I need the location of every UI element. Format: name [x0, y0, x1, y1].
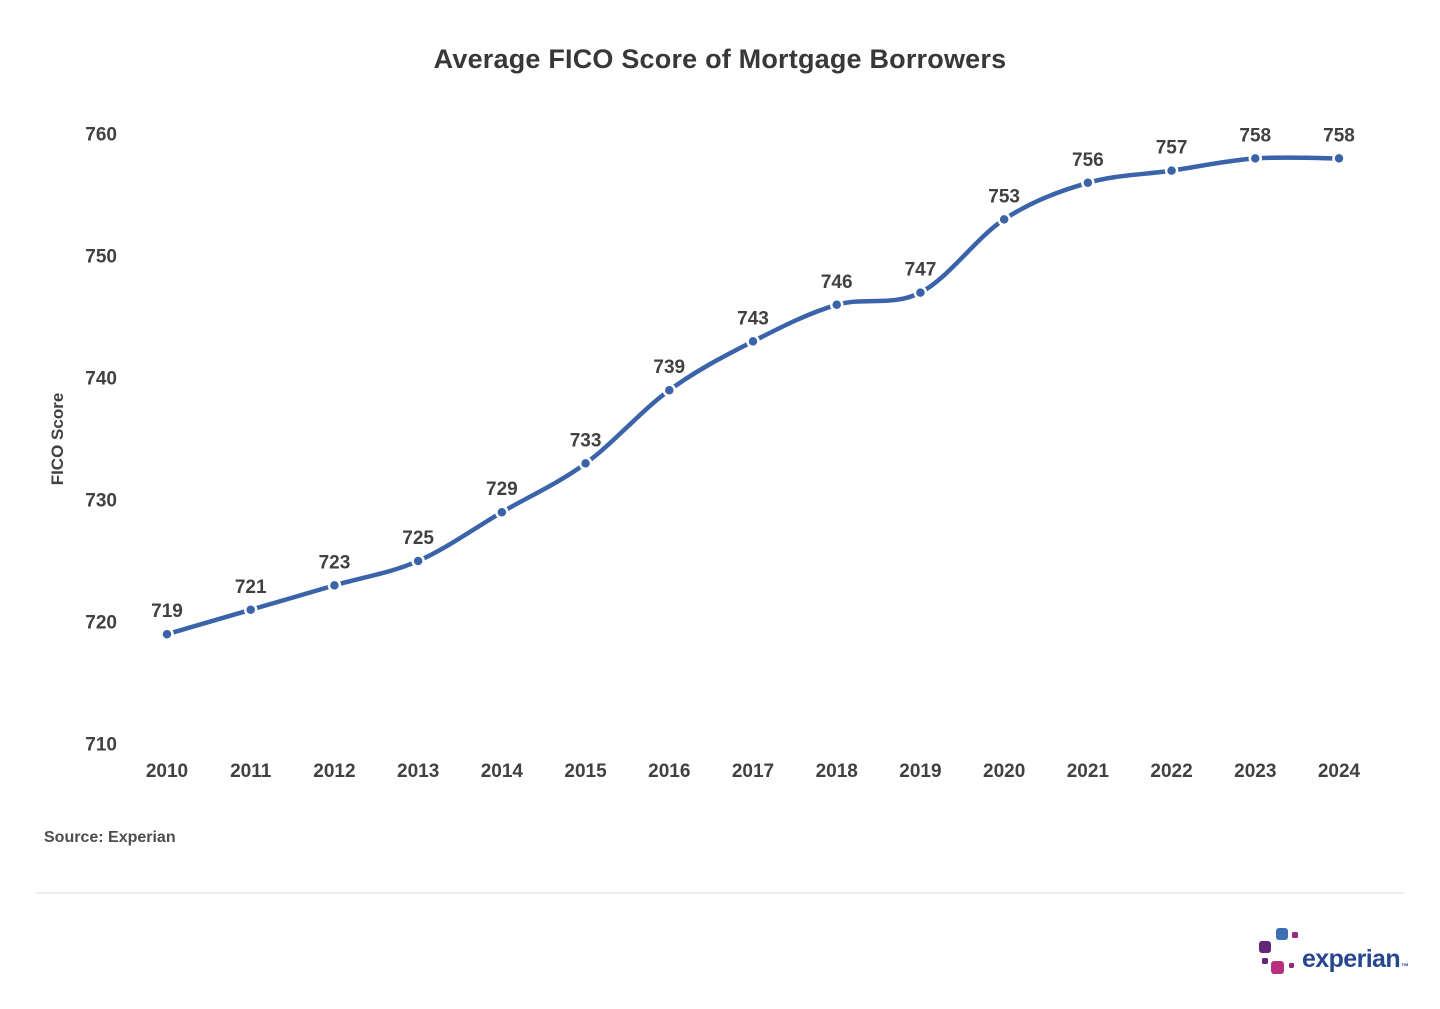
x-axis-tick-label: 2021 [1067, 761, 1110, 782]
x-axis-tick-label: 2015 [564, 761, 607, 782]
logo-square-blue [1276, 928, 1288, 940]
x-axis-tick-label: 2017 [732, 761, 774, 782]
data-point-label: 743 [737, 308, 769, 329]
x-axis-tick-label: 2020 [983, 761, 1025, 782]
data-point [578, 456, 593, 471]
experian-logo: experian ™ [1259, 927, 1409, 979]
data-point-label: 729 [486, 479, 518, 500]
data-point [662, 383, 677, 397]
data-point-label: 756 [1072, 150, 1104, 171]
data-point-label: 753 [988, 186, 1020, 207]
data-point-label: 757 [1156, 138, 1188, 159]
experian-logo-text: experian [1302, 945, 1401, 973]
x-axis-tick-label: 2010 [146, 761, 188, 782]
data-point [1164, 163, 1179, 178]
logo-square-magenta-dot [1289, 963, 1294, 968]
x-axis-tick-label: 2012 [313, 761, 355, 782]
fico-score-line-chart: 710 720 730 740 750 760 FICO Score 2010 2011 2012… [48, 125, 1361, 783]
x-axis-tick-label: 2022 [1150, 761, 1192, 782]
y-axis-tick-label: 730 [85, 491, 117, 512]
data-point [495, 505, 509, 519]
x-axis-tick-label: 2018 [816, 761, 858, 782]
data-point [1248, 151, 1263, 166]
y-axis-tick-label: 710 [85, 735, 117, 756]
data-point [327, 578, 342, 593]
x-axis-tick-label: 2016 [648, 761, 690, 782]
line-chart-canvas: 710 720 730 740 750 760 FICO Score 2010 2011 2012… [48, 125, 1361, 783]
experian-logo-mark-icon [1259, 928, 1298, 974]
logo-square-pink [1271, 961, 1284, 974]
data-point-label: 747 [905, 260, 937, 281]
data-point [411, 554, 425, 568]
data-point [243, 603, 258, 617]
data-point-label: 746 [821, 272, 853, 293]
data-point-label: 758 [1239, 125, 1271, 146]
x-axis-tick-label: 2023 [1234, 761, 1276, 782]
data-point-label: 739 [653, 357, 685, 378]
data-point [1081, 176, 1095, 190]
y-axis-tick-label: 750 [85, 247, 117, 268]
data-point [997, 212, 1011, 227]
data-point [1332, 151, 1346, 166]
trademark-symbol: ™ [1401, 962, 1410, 971]
data-point [746, 334, 760, 349]
chart-title: Average FICO Score of Mortgage Borrowers [433, 44, 1007, 74]
logo-square-purple [1259, 941, 1271, 953]
data-point-label: 725 [402, 528, 434, 549]
x-axis-tick-label: 2014 [481, 761, 524, 782]
data-point [829, 298, 844, 312]
y-axis-title: FICO Score [48, 393, 67, 486]
y-axis-tick-label: 720 [85, 613, 117, 634]
data-point-label: 758 [1323, 125, 1355, 146]
x-axis-tick-label: 2019 [899, 761, 941, 782]
logo-square-magenta-sm [1292, 932, 1298, 938]
data-point [160, 627, 174, 641]
footer-divider [36, 892, 1404, 894]
source-note: Source: Experian [44, 829, 176, 846]
data-point-label: 723 [319, 552, 351, 573]
y-axis-tick-label: 760 [85, 125, 117, 146]
x-axis-tick-label: 2011 [230, 761, 272, 782]
x-axis-tick-label: 2013 [397, 761, 439, 782]
x-axis-tick-label: 2024 [1318, 761, 1361, 782]
y-axis-tick-label: 740 [85, 369, 117, 390]
data-point-label: 733 [570, 430, 602, 451]
logo-square-purple-sm [1262, 958, 1268, 964]
data-point-label: 721 [235, 577, 267, 598]
data-point-label: 719 [151, 601, 183, 622]
data-point [913, 285, 928, 300]
